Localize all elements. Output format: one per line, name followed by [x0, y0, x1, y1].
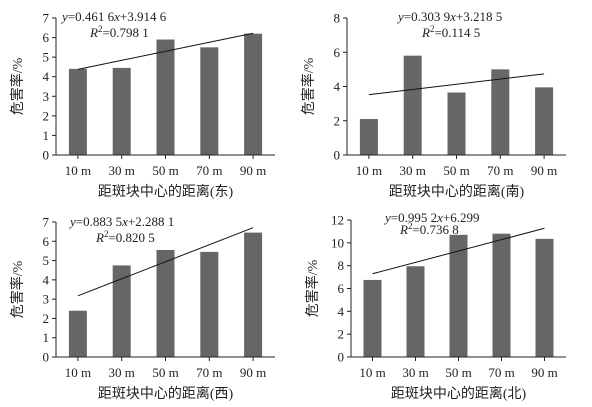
y-tick-label: 6 [43, 30, 50, 45]
y-tick-label: 4 [43, 272, 50, 287]
r-squared: R2=0.114 5 [421, 24, 480, 40]
regression-equation: y=0.883 5x+2.288 1 [68, 214, 174, 229]
x-tick-label: 30 m [402, 365, 428, 380]
x-tick-label: 50 m [443, 163, 469, 178]
bar-70m [200, 251, 219, 357]
x-axis-title: 距斑块中心的距离(北) [391, 385, 527, 402]
bar-50m [447, 92, 466, 155]
x-tick-label: 30 m [400, 163, 426, 178]
y-tick-label: 5 [43, 253, 50, 268]
r-squared: R2=0.820 5 [95, 229, 155, 245]
trendline [77, 227, 254, 297]
y-axis-title: 危害率/% [9, 260, 26, 318]
y-tick-label: 8 [334, 11, 341, 26]
chart-panel-2: 0 2 4 6 8 10 m 30 m 50 m 70 m 90 m 距斑块中心的距离(南) 危害率/… [300, 9, 566, 200]
x-tick-label: 50 m [445, 365, 471, 380]
r-squared: R2=0.798 1 [89, 24, 149, 40]
x-tick-label: 10 m [65, 163, 91, 178]
y-tick-label: 12 [331, 213, 344, 228]
y-tick-label: 6 [338, 281, 345, 296]
trendline [368, 73, 545, 96]
chart-panel-3: 0 1 2 3 4 5 6 7 10 m 30 m 50 m 70 m 90 m 距斑块中心的距离(西) 危… [9, 214, 275, 402]
y-tick-label: 6 [43, 234, 50, 249]
x-tick-label: 50 m [152, 365, 178, 380]
x-tick-label: 90 m [531, 163, 557, 178]
bar-10m [68, 310, 87, 357]
bar-90m [244, 33, 263, 155]
x-axis-title: 距斑块中心的距离(南) [389, 183, 525, 200]
x-tick-label: 30 m [109, 365, 135, 380]
y-tick-label: 2 [334, 113, 341, 128]
bar-70m [200, 47, 219, 155]
y-tick-label: 10 [331, 235, 344, 250]
x-axis-title: 距斑块中心的距离(西) [98, 385, 234, 402]
regression-equation: y=0.995 2x+6.299 [383, 210, 480, 225]
bar-90m [535, 238, 554, 357]
x-tick-label: 90 m [531, 365, 557, 380]
trendline [77, 32, 254, 70]
y-tick-label: 5 [43, 50, 50, 65]
y-axis-title: 危害率/% [9, 57, 26, 115]
x-tick-label: 30 m [109, 163, 135, 178]
x-tick-label: 70 m [487, 163, 513, 178]
bar-30m [112, 265, 131, 357]
x-tick-label: 90 m [240, 163, 266, 178]
bar-50m [156, 39, 175, 155]
x-tick-label: 70 m [196, 365, 222, 380]
regression-equation: y=0.461 6x+3.914 6 [60, 9, 167, 24]
y-tick-label: 7 [43, 215, 50, 230]
x-tick-label: 10 m [359, 365, 385, 380]
y-tick-label: 1 [43, 330, 50, 345]
y-axis-title: 危害率/% [300, 57, 317, 115]
y-tick-label: 2 [338, 327, 345, 342]
r-squared: R2=0.736 8 [399, 221, 459, 237]
chart-panel-1: 0 1 2 3 4 5 6 7 10 m 30 m 50 m 70 m 90 m 距斑块中心的距离(东) 危… [9, 9, 275, 200]
x-axis-title: 距斑块中心的距离(东) [98, 183, 234, 200]
trendline [372, 227, 545, 275]
y-tick-label: 6 [334, 45, 341, 60]
x-tick-label: 10 m [356, 163, 382, 178]
bar-10m [359, 119, 378, 155]
bar-30m [406, 266, 425, 357]
y-tick-label: 2 [43, 108, 50, 123]
bar-10m [68, 68, 87, 155]
bar-70m [491, 69, 510, 155]
y-tick-label: 2 [43, 311, 50, 326]
y-tick-label: 0 [43, 350, 50, 365]
bar-50m [449, 234, 468, 357]
y-tick-label: 8 [338, 258, 345, 273]
y-axis-title: 危害率/% [304, 259, 321, 317]
y-tick-label: 3 [43, 292, 50, 307]
y-tick-label: 4 [338, 304, 345, 319]
bar-70m [492, 233, 511, 357]
y-tick-label: 0 [338, 350, 345, 365]
bar-50m [156, 249, 175, 357]
x-tick-label: 90 m [240, 365, 266, 380]
y-tick-label: 0 [43, 148, 50, 163]
bar-30m [112, 67, 131, 155]
bar-30m [403, 55, 422, 155]
y-tick-label: 7 [43, 11, 50, 26]
y-tick-label: 3 [43, 89, 50, 104]
x-tick-label: 50 m [152, 163, 178, 178]
bar-10m [363, 279, 382, 357]
bar-90m [535, 87, 554, 155]
y-tick-label: 4 [43, 69, 50, 84]
chart-panel-4: 0 2 4 6 8 10 12 10 m 30 m 50 m 70 m 90 m 距斑块中心的距离(北)… [304, 210, 566, 402]
x-tick-label: 70 m [196, 163, 222, 178]
regression-equation: y=0.303 9x+3.218 5 [396, 9, 502, 24]
bar-90m [244, 232, 263, 357]
x-tick-label: 10 m [65, 365, 91, 380]
x-tick-label: 70 m [488, 365, 514, 380]
y-tick-label: 1 [43, 128, 50, 143]
y-tick-label: 0 [334, 148, 341, 163]
y-tick-label: 4 [334, 79, 341, 94]
